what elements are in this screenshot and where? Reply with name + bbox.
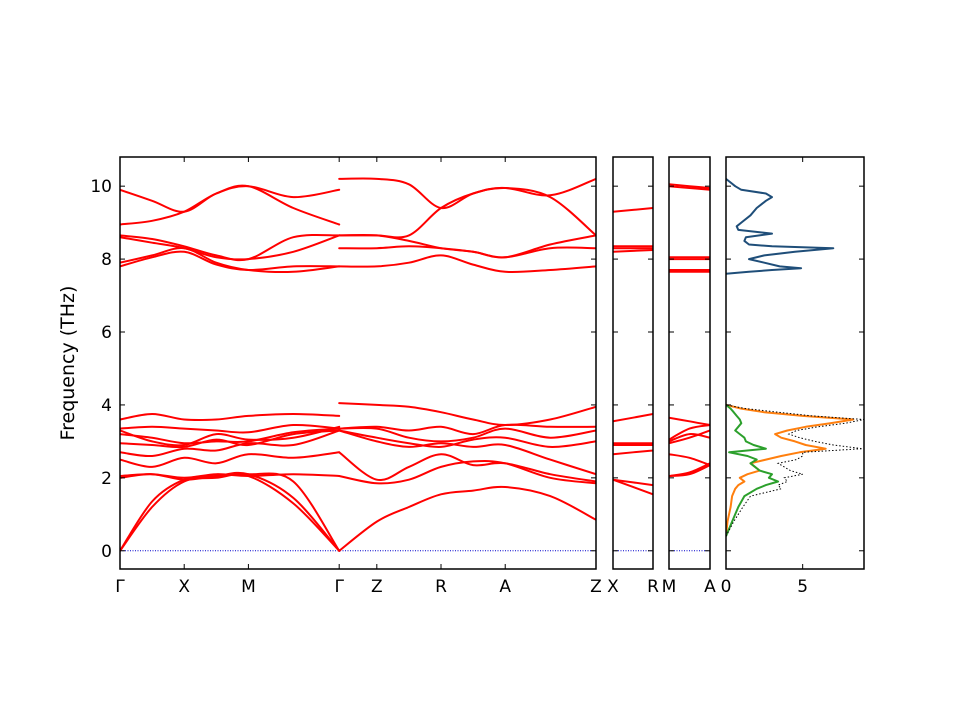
- phonon-branch: [338, 254, 596, 274]
- y-tick-label: 0: [101, 542, 112, 562]
- phonon-branch: [338, 451, 596, 483]
- phonon-branch: [613, 249, 653, 253]
- partial-dos-curve: [726, 403, 855, 537]
- phonon-branch: [120, 451, 341, 468]
- panel-content: [669, 183, 710, 552]
- phonon-branch: [120, 250, 341, 272]
- phonon-branch: [120, 247, 341, 274]
- phonon-branch: [120, 413, 341, 422]
- phonon-branch: [669, 453, 710, 467]
- x-tick-label: M: [241, 577, 256, 597]
- phonon-branch: [120, 185, 341, 213]
- phonon-branch: [669, 462, 710, 477]
- phonon-branch: [120, 429, 341, 458]
- phonon-branch: [120, 427, 341, 445]
- x-tick-label: R: [647, 577, 659, 597]
- panel-content: [726, 178, 864, 537]
- phonon-branch: [338, 426, 596, 443]
- phonon-branch: [338, 234, 596, 259]
- x-tick-label: Γ: [334, 577, 344, 597]
- phonon-branch: [120, 473, 341, 552]
- phonon-branch: [613, 449, 653, 456]
- x-tick-label: R: [435, 577, 447, 597]
- x-tick-label: X: [178, 577, 190, 597]
- partial-dos-curve: [726, 178, 835, 275]
- panel-frame: [725, 156, 865, 570]
- phonon-branch: [613, 413, 653, 423]
- x-tick-label: A: [704, 577, 716, 597]
- phonon-branch: [338, 177, 596, 210]
- phonon-branch: [669, 424, 710, 441]
- panel-frame: [119, 156, 597, 570]
- phonon-branch: [613, 478, 653, 487]
- phonon-branch: [120, 425, 341, 447]
- phonon-branch: [669, 183, 710, 189]
- x-tick-label: M: [662, 577, 677, 597]
- phonon-branch: [669, 429, 710, 445]
- phonon-branch: [338, 402, 596, 426]
- x-tick-label: X: [607, 577, 619, 597]
- x-tick-label: Z: [590, 577, 602, 597]
- panel-content: [120, 177, 596, 552]
- y-tick-label: 2: [101, 469, 112, 489]
- x-tick-label: Γ: [115, 577, 125, 597]
- phonon-branch: [120, 423, 341, 434]
- y-tick-label: 4: [101, 396, 112, 416]
- phonon-branch: [120, 473, 341, 479]
- phonon-branch: [338, 429, 596, 476]
- x-tick-label: Z: [371, 577, 383, 597]
- panel-1: 0 2 4 6 8 10 Γ X M Γ Z R A Z: [90, 156, 602, 597]
- y-axis-label: Frequency (THz): [57, 286, 79, 441]
- phonon-branch: [120, 234, 341, 261]
- phonon-branch: [120, 233, 341, 262]
- partial-dos-curve: [726, 404, 780, 537]
- x-tick-label: 5: [797, 577, 808, 597]
- phonon-branch: [338, 485, 596, 552]
- phonon-branch: [120, 429, 341, 449]
- panel-content: [613, 207, 653, 552]
- phonon-branch: [669, 433, 710, 443]
- total-dos-curve: [726, 404, 864, 537]
- x-tick-label: A: [499, 577, 511, 597]
- y-tick-label: 8: [101, 250, 112, 270]
- panel-frame: [668, 156, 711, 570]
- phonon-branch: [120, 471, 341, 552]
- phonon-branch: [669, 416, 710, 426]
- y-tick-label: 6: [101, 323, 112, 343]
- y-tick-label: 10: [90, 177, 112, 197]
- phonon-branch: [120, 184, 341, 226]
- x-tick-label: 0: [721, 577, 732, 597]
- phonon-branch: [613, 207, 653, 213]
- phonon-branch: [338, 429, 596, 448]
- phonon-branch: [338, 459, 596, 485]
- panel-frame: [612, 156, 654, 570]
- phonon-branch: [338, 423, 596, 436]
